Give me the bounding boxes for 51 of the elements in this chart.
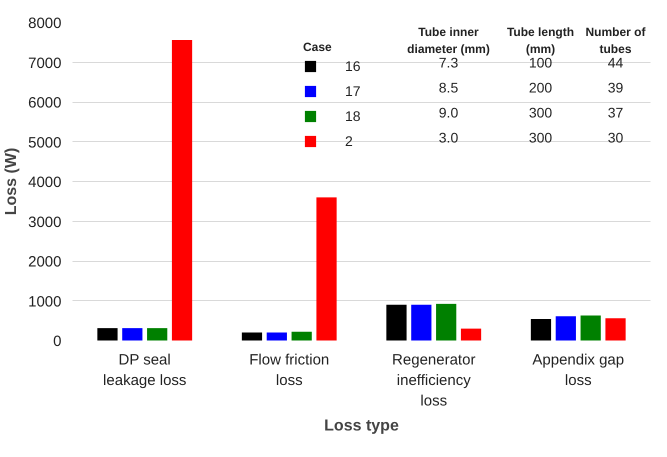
legend-label: 2	[345, 133, 353, 149]
bar	[292, 332, 312, 340]
bar	[386, 304, 407, 340]
annotation: Number of tubes	[586, 25, 647, 56]
bar	[436, 304, 456, 340]
bar	[97, 328, 118, 340]
bar	[172, 40, 192, 340]
bar	[316, 197, 337, 340]
annotation: Tube inner diameter (mm)	[407, 25, 490, 56]
annotation: 100	[528, 54, 552, 70]
annotation: 3.0	[438, 130, 458, 146]
x-tick-label: Regenerator inefficiency loss	[392, 352, 476, 410]
annotation: 37	[608, 104, 624, 120]
annotation: 39	[608, 80, 624, 96]
bar	[460, 328, 482, 340]
legend-title: Case	[303, 40, 332, 54]
x-tick-label: Appendix gap loss	[532, 352, 624, 389]
y-tick-label: 7000	[28, 54, 62, 72]
y-tick-label: 4000	[28, 174, 62, 191]
y-tick-label: 0	[53, 333, 62, 350]
y-tick-label: 5000	[28, 134, 62, 152]
y-tick-label: 1000	[28, 293, 62, 310]
legend-label: 17	[345, 83, 361, 99]
x-tick-label: DP seal leakage loss	[103, 352, 186, 389]
annotation: 8.5	[438, 80, 458, 96]
x-axis-title: Loss type	[324, 417, 399, 434]
bar	[556, 316, 576, 340]
bar	[580, 315, 601, 340]
y-tick-label: 6000	[28, 94, 62, 112]
bar	[605, 318, 626, 340]
y-tick-label: 2000	[28, 254, 62, 270]
annotation: 200	[528, 80, 552, 96]
bar	[242, 332, 262, 340]
legend-label: 18	[345, 108, 361, 124]
bar	[266, 332, 287, 340]
legend-label: 16	[345, 58, 361, 74]
x-tick-label: Flow friction loss	[249, 352, 330, 389]
bar	[122, 328, 142, 340]
bar	[411, 304, 432, 340]
annotation: 300	[528, 130, 552, 146]
annotation: 7.3	[438, 54, 458, 70]
bar	[530, 319, 552, 340]
y-axis-title: Loss (W)	[3, 148, 20, 216]
annotation: 30	[608, 130, 624, 146]
bar	[147, 328, 168, 340]
annotation: Tube length (mm)	[506, 25, 574, 56]
annotation: 300	[528, 104, 552, 120]
annotation: 44	[608, 54, 624, 70]
y-tick-label: 8000	[28, 15, 62, 32]
annotation: 9.0	[438, 104, 458, 120]
y-tick-label: 3000	[28, 214, 62, 231]
